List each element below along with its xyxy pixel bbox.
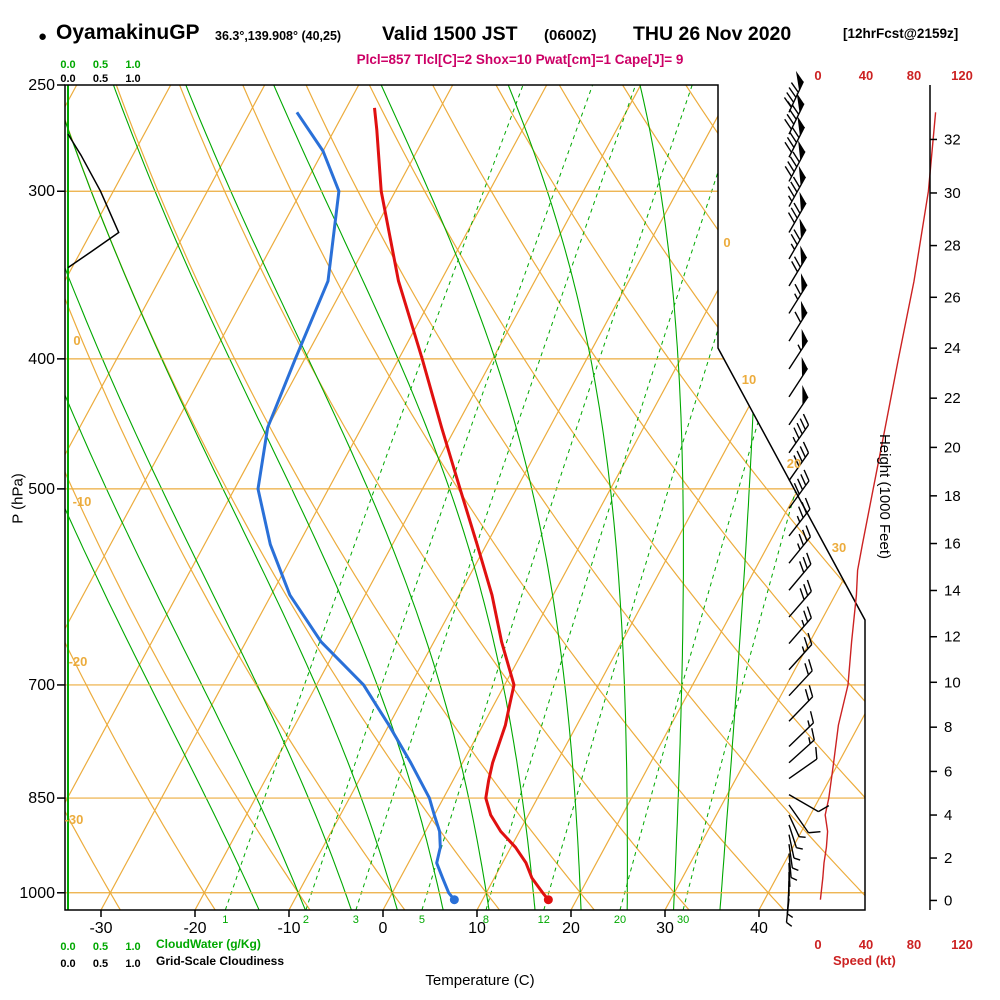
svg-text:30: 30 [677,914,689,926]
svg-text:40: 40 [859,68,873,83]
svg-text:0.0: 0.0 [60,73,75,85]
svg-text:0.5: 0.5 [93,59,108,71]
svg-text:1.0: 1.0 [125,941,140,953]
svg-text:8: 8 [944,719,952,736]
svg-text:24: 24 [944,340,961,357]
svg-text:0: 0 [814,68,821,83]
svg-text:0.0: 0.0 [60,958,75,970]
svg-text:0: 0 [379,920,388,937]
svg-text:1000: 1000 [19,885,55,902]
svg-text:0.5: 0.5 [93,941,108,953]
svg-text:0: 0 [944,892,952,909]
dewpoint-curve [256,111,456,901]
svg-text:1.0: 1.0 [125,73,140,85]
svg-text:10: 10 [944,674,961,691]
svg-text:-10: -10 [277,920,300,937]
svg-text:0: 0 [723,235,730,250]
cloudwater-axis-label: CloudWater (g/Kg) [156,937,261,951]
svg-text:14: 14 [944,582,961,599]
svg-text:40: 40 [859,937,873,952]
svg-text:0: 0 [73,333,80,348]
svg-text:500: 500 [28,481,55,498]
svg-text:400: 400 [28,351,55,368]
pressure-axis-label: P (hPa) [9,473,27,524]
svg-text:-20: -20 [69,654,88,669]
svg-text:8: 8 [483,914,489,926]
svg-text:30: 30 [944,185,961,202]
svg-text:10: 10 [742,372,756,387]
svg-text:250: 250 [28,77,55,94]
svg-text:-10: -10 [73,494,92,509]
svg-text:0.0: 0.0 [60,59,75,71]
svg-text:6: 6 [944,763,952,780]
wind-barbs [783,70,830,927]
forecast-tag: [12hrFcst@2159z] [843,26,959,41]
svg-text:850: 850 [28,790,55,807]
svg-text:120: 120 [951,68,973,83]
svg-text:1.0: 1.0 [125,958,140,970]
surface-temp-dot [543,895,553,905]
svg-text:32: 32 [944,131,961,148]
height-axis-label: Height (1000 Feet) [876,433,893,560]
svg-text:40: 40 [750,920,768,937]
sounding-curves [256,107,553,905]
svg-text:1: 1 [222,914,228,926]
svg-text:30: 30 [656,920,674,937]
temperature-axis-label: Temperature (C) [425,972,535,989]
svg-text:26: 26 [944,289,961,306]
svg-text:20: 20 [944,439,961,456]
cloudiness-axis-label: Grid-Scale Cloudiness [156,954,285,968]
valid-utc: (0600Z) [544,27,597,44]
svg-text:20: 20 [562,920,580,937]
station-bullet-icon: ● [38,28,48,45]
svg-text:80: 80 [907,937,921,952]
svg-text:-30: -30 [65,812,84,827]
svg-text:0.0: 0.0 [60,941,75,953]
svg-text:0.5: 0.5 [93,73,108,85]
station-coords: 36.3°,139.908° (40,25) [215,29,342,43]
speed-axis-label: Speed (kt) [833,953,896,968]
temperature-curve [373,107,550,901]
valid-date: THU 26 Nov 2020 [633,23,792,45]
svg-text:30: 30 [832,540,846,555]
svg-text:5: 5 [419,914,425,926]
svg-text:0.5: 0.5 [93,958,108,970]
svg-text:22: 22 [944,390,961,407]
svg-text:80: 80 [907,68,921,83]
svg-text:0: 0 [814,937,821,952]
svg-text:300: 300 [28,183,55,200]
svg-text:16: 16 [944,536,961,553]
surface-dewpoint-dot [449,895,459,905]
svg-text:20: 20 [787,456,801,471]
svg-text:12: 12 [538,914,550,926]
stability-parameters: Plcl=857 Tlcl[C]=2 Shox=10 Pwat[cm]=1 Ca… [356,52,684,67]
wind-speed-curve [819,112,937,900]
svg-text:20: 20 [614,914,626,926]
svg-text:4: 4 [944,807,952,824]
svg-text:2: 2 [303,914,309,926]
svg-text:120: 120 [951,937,973,952]
plot-frame [64,84,866,911]
svg-text:2: 2 [944,850,952,867]
svg-text:18: 18 [944,488,961,505]
station-name: OyamakinuGP [56,21,200,44]
svg-text:3: 3 [353,914,359,926]
svg-text:12: 12 [944,629,961,646]
valid-time: Valid 1500 JST [382,23,518,45]
svg-text:28: 28 [944,238,961,255]
svg-text:1.0: 1.0 [125,59,140,71]
svg-text:-30: -30 [89,920,112,937]
svg-text:10: 10 [468,920,486,937]
skewt-background [65,85,865,910]
svg-text:700: 700 [28,677,55,694]
svg-text:-20: -20 [183,920,206,937]
cloudiness-profile [67,133,120,269]
